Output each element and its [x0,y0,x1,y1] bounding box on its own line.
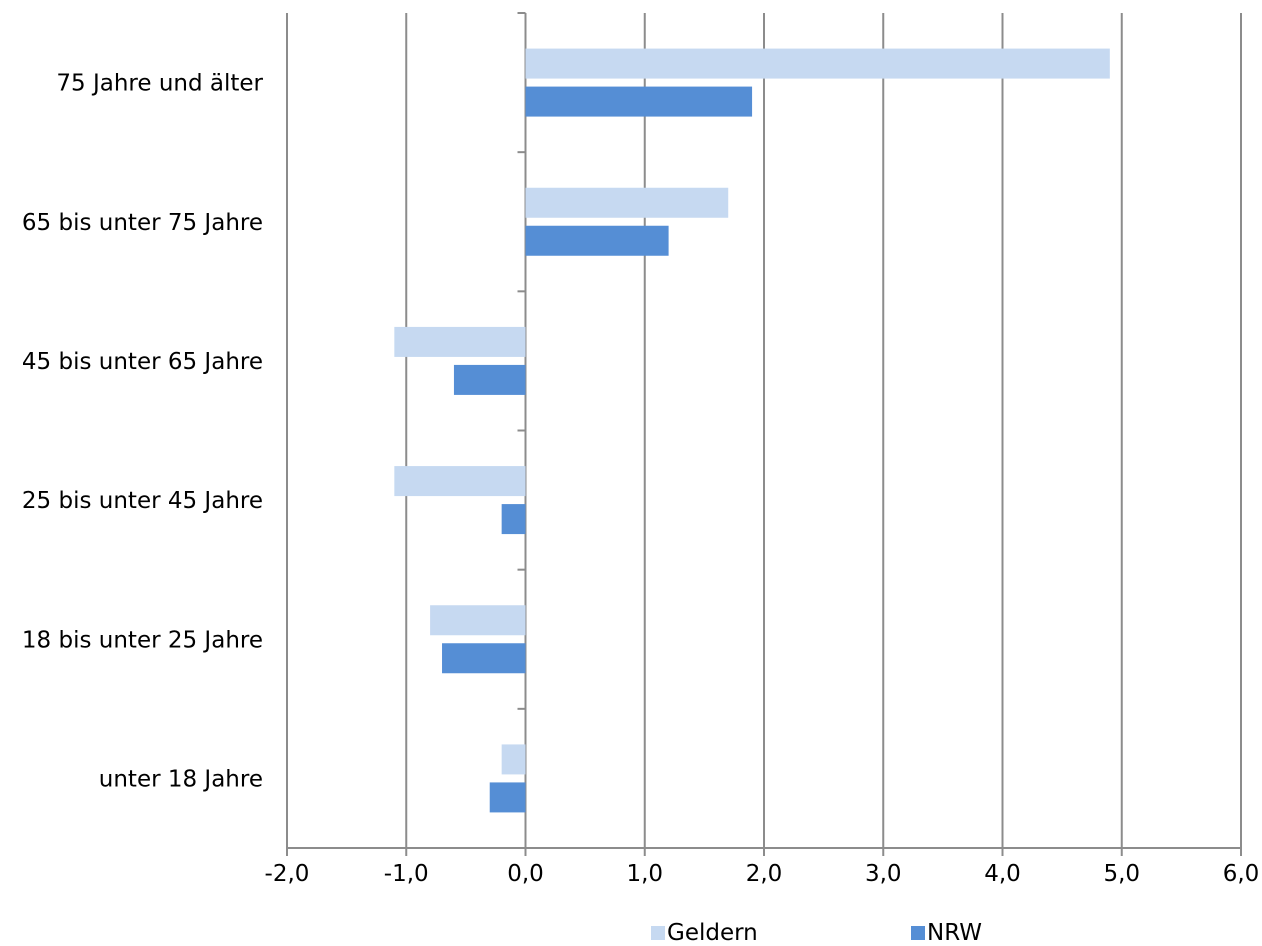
bar-nrw [453,364,526,395]
bar-nrw [501,504,526,535]
legend-label-geldern: Geldern [667,920,758,946]
category-label: 65 bis unter 75 Jahre [22,210,263,236]
x-tick-label: -1,0 [384,861,429,887]
bar-geldern [525,48,1110,79]
gridlines [286,13,1242,848]
x-tick-label: 4,0 [984,861,1021,887]
bar-nrw [442,643,526,674]
x-tick-label: 5,0 [1103,861,1140,887]
bar-geldern [501,744,526,775]
bar-geldern [394,466,526,497]
bar-nrw [525,86,753,117]
x-tick-label: 6,0 [1223,861,1260,887]
x-tick-label: 1,0 [626,861,663,887]
legend-label-nrw: NRW [927,920,982,946]
bar-nrw [489,782,526,813]
category-label: unter 18 Jahre [99,766,263,792]
labels: -2,0 -1,0 0,0 1,0 2,0 3,0 4,0 5,0 6,0 75 Jahre un… [22,71,1259,887]
bar-nrw [525,225,669,256]
x-tick-label: 3,0 [865,861,902,887]
x-tick-label: 0,0 [507,861,544,887]
legend-swatch-geldern [651,926,665,940]
legend-swatch-nrw [911,926,925,940]
category-label: 18 bis unter 25 Jahre [22,627,263,653]
category-label: 75 Jahre und älter [56,71,263,97]
category-label: 25 bis unter 45 Jahre [22,488,263,514]
category-label: 45 bis unter 65 Jahre [22,349,263,375]
bars [394,48,1110,813]
bar-geldern [525,187,729,218]
x-tick-label: 2,0 [746,861,783,887]
bar-geldern [430,605,526,636]
axes [286,12,1242,856]
legend: Geldern NRW [651,920,982,946]
bar-geldern [394,326,526,357]
x-tick-label: -2,0 [265,861,310,887]
